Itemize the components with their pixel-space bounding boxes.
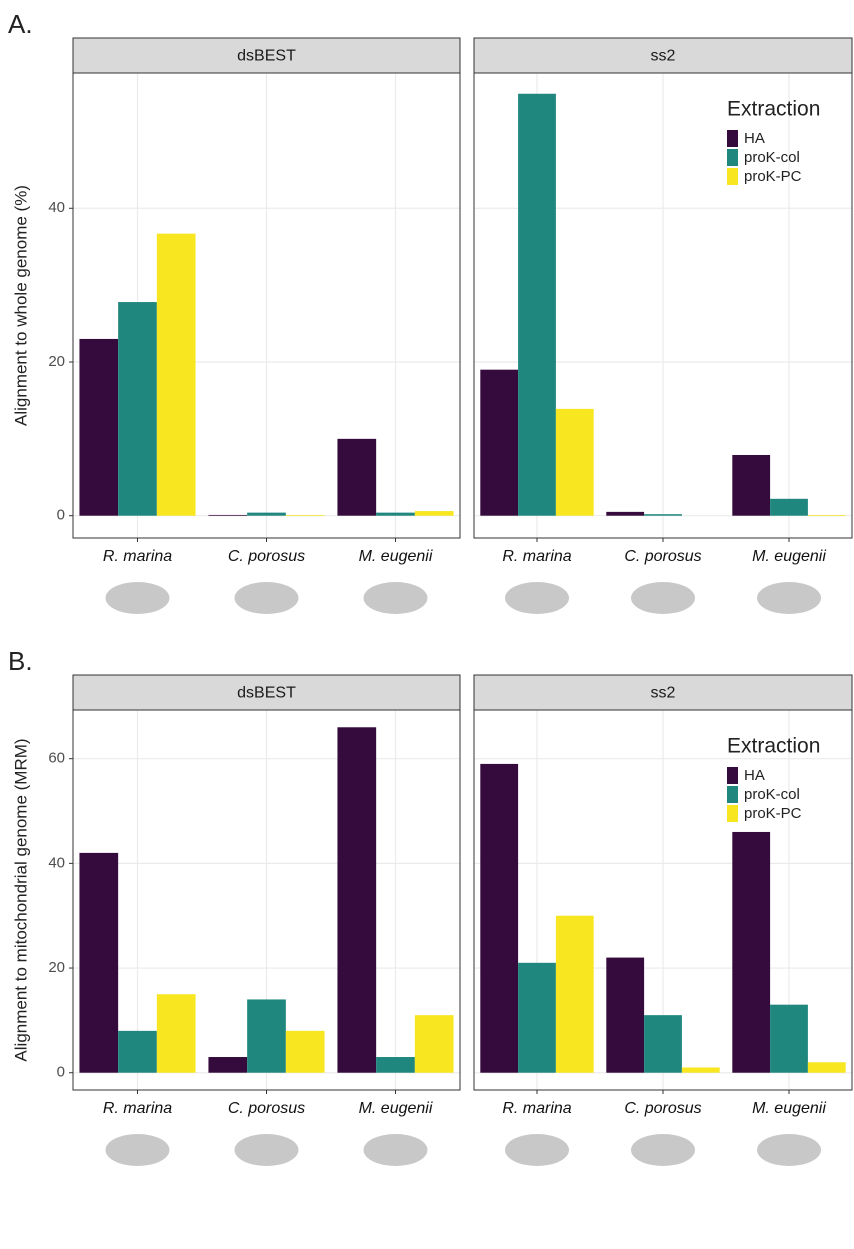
bar — [480, 764, 518, 1073]
bar — [808, 515, 846, 516]
y-tick-label: 60 — [48, 750, 65, 767]
x-tick-label: R. marina — [103, 548, 172, 565]
bar — [556, 916, 594, 1073]
animal-icon — [757, 582, 821, 614]
bar — [415, 1015, 454, 1073]
strip-title: ss2 — [651, 685, 676, 702]
legend-key — [727, 149, 738, 166]
bar — [518, 94, 556, 516]
animal-icon — [106, 1134, 170, 1166]
x-tick-label: R. marina — [103, 1100, 172, 1117]
panel-label: B. — [8, 646, 33, 676]
bar — [157, 234, 196, 516]
bar — [337, 727, 376, 1072]
legend-label: HA — [744, 767, 765, 784]
figure: A. Alignment to whole genome (%) dsBEST R. … — [0, 0, 854, 1249]
y-tick-label: 0 — [57, 1064, 65, 1081]
bar — [770, 499, 808, 516]
animal-icon — [631, 582, 695, 614]
legend-key — [727, 767, 738, 784]
legend-title: Extraction — [727, 98, 820, 121]
y-axis-title: Alignment to whole genome (%) — [11, 185, 30, 426]
x-tick-label: R. marina — [502, 1100, 571, 1117]
bar — [247, 513, 286, 516]
bar — [376, 513, 415, 516]
legend-key — [727, 805, 738, 822]
x-tick-label: C. porosus — [228, 548, 305, 565]
x-tick-label: C. porosus — [624, 548, 701, 565]
bar — [286, 515, 325, 516]
legend-label: proK-col — [744, 149, 800, 166]
y-axis-title: Alignment to mitochondrial genome (MRM) — [11, 738, 30, 1061]
animal-icon — [364, 582, 428, 614]
bar — [79, 339, 118, 516]
legend-label: HA — [744, 130, 765, 147]
x-tick-label: M. eugenii — [359, 1100, 433, 1117]
strip-title: dsBEST — [237, 48, 296, 65]
legend-label: proK-PC — [744, 805, 802, 822]
legend-key — [727, 786, 738, 803]
bar — [480, 370, 518, 516]
animal-icon — [364, 1134, 428, 1166]
y-tick-label: 0 — [57, 507, 65, 524]
bar — [644, 514, 682, 516]
bar — [337, 439, 376, 516]
bar — [415, 511, 454, 516]
bar — [518, 963, 556, 1073]
animal-icon — [505, 1134, 569, 1166]
legend-label: proK-PC — [744, 168, 802, 185]
animal-icon — [106, 582, 170, 614]
bar — [376, 1057, 415, 1073]
bar — [808, 1062, 846, 1072]
bar — [79, 853, 118, 1073]
legend-key — [727, 130, 738, 147]
bar — [118, 302, 157, 516]
animal-icon — [235, 1134, 299, 1166]
bar — [682, 1067, 720, 1072]
bar — [286, 1031, 325, 1073]
animal-icon — [757, 1134, 821, 1166]
legend-key — [727, 168, 738, 185]
panel-label: A. — [8, 9, 33, 39]
bar — [606, 512, 644, 516]
bar — [208, 1057, 247, 1073]
bar — [732, 832, 770, 1073]
bar — [606, 958, 644, 1073]
x-tick-label: R. marina — [502, 548, 571, 565]
y-tick-label: 40 — [48, 199, 65, 216]
x-tick-label: C. porosus — [228, 1100, 305, 1117]
x-tick-label: M. eugenii — [752, 548, 826, 565]
animal-icon — [631, 1134, 695, 1166]
animal-icon — [505, 582, 569, 614]
bar — [118, 1031, 157, 1073]
strip-title: ss2 — [651, 48, 676, 65]
y-tick-label: 20 — [48, 353, 65, 370]
legend-label: proK-col — [744, 786, 800, 803]
x-tick-label: C. porosus — [624, 1100, 701, 1117]
bar — [247, 999, 286, 1072]
y-tick-label: 40 — [48, 854, 65, 871]
x-tick-label: M. eugenii — [752, 1100, 826, 1117]
bar — [644, 1015, 682, 1073]
animal-icon — [235, 582, 299, 614]
legend-title: Extraction — [727, 735, 820, 758]
y-tick-label: 20 — [48, 959, 65, 976]
strip-title: dsBEST — [237, 685, 296, 702]
bar — [556, 409, 594, 516]
bar — [157, 994, 196, 1073]
x-tick-label: M. eugenii — [359, 548, 433, 565]
bar — [770, 1005, 808, 1073]
bar — [732, 455, 770, 516]
bar — [208, 515, 247, 516]
